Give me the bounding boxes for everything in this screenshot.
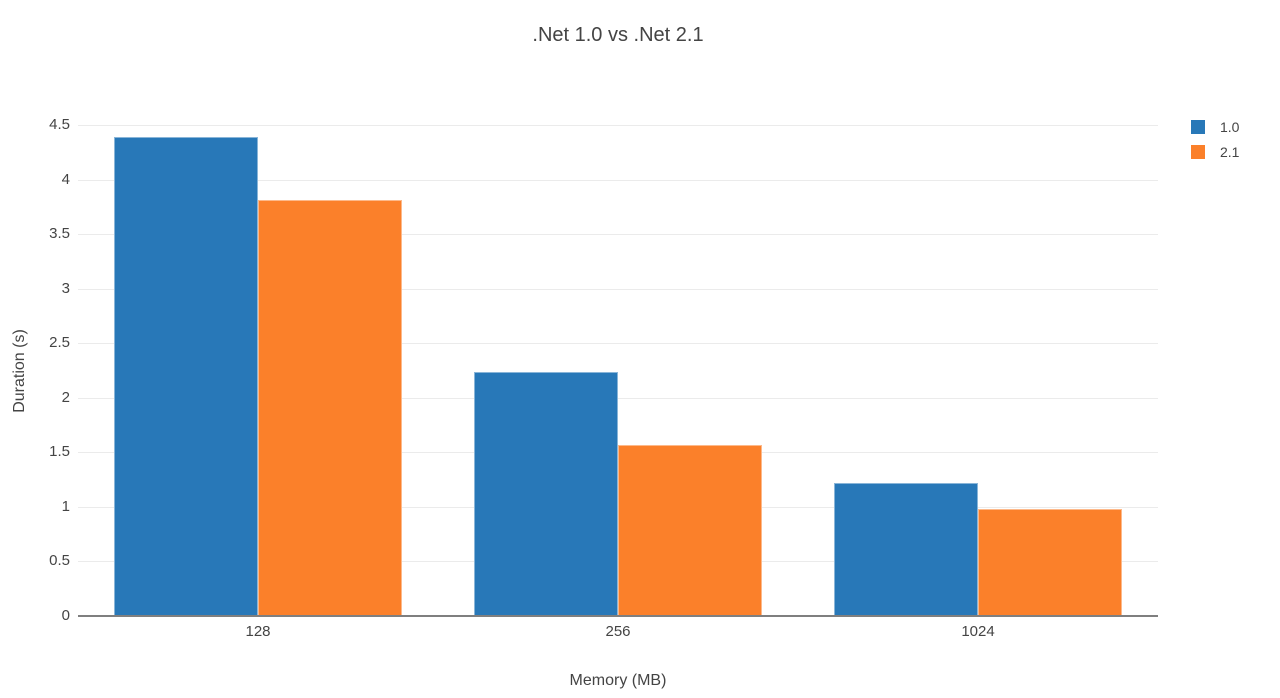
y-tick-label: 3 — [61, 279, 70, 297]
x-tick-label: 256 — [605, 623, 631, 640]
y-tick-label: 0 — [61, 607, 70, 624]
y-tick-label: 1.5 — [49, 443, 70, 461]
legend-label: 1.0 — [1220, 119, 1240, 135]
plot-area — [78, 125, 1158, 616]
bar-2-1-128 — [258, 200, 402, 616]
legend-swatch-icon — [1191, 120, 1205, 134]
legend-item-1-0[interactable]: 1.0 — [1191, 120, 1239, 134]
bar-2-1-1024 — [978, 509, 1122, 616]
legend: 1.0 2.1 — [1191, 120, 1239, 170]
bar-1-0-128 — [114, 137, 258, 616]
y-tick-label: 1 — [61, 497, 70, 515]
x-axis-line — [78, 615, 1158, 617]
y-gridline — [78, 343, 1158, 345]
y-gridline — [78, 179, 1158, 181]
x-tick-label: 128 — [245, 623, 271, 640]
legend-swatch-icon — [1191, 145, 1205, 159]
y-tick-label: 4.5 — [49, 116, 70, 133]
y-gridline — [78, 397, 1158, 399]
y-tick-label: 0.5 — [49, 552, 70, 570]
bar-1-0-256 — [474, 372, 618, 616]
y-tick-label: 4 — [61, 170, 70, 188]
bar-2-1-256 — [618, 445, 762, 616]
y-tick-label: 2 — [61, 388, 70, 406]
y-gridline — [78, 234, 1158, 236]
legend-item-2-1[interactable]: 2.1 — [1191, 145, 1239, 159]
chart-title: .Net 1.0 vs .Net 2.1 — [532, 24, 704, 46]
x-axis-title: Memory (MB) — [569, 672, 667, 689]
y-axis-title: Duration (s) — [11, 329, 28, 413]
y-tick-label: 3.5 — [49, 225, 70, 243]
bar-1-0-1024 — [834, 483, 978, 616]
y-gridline — [78, 288, 1158, 290]
x-tick-label: 1024 — [961, 623, 995, 640]
legend-label: 2.1 — [1220, 144, 1240, 160]
y-tick-label: 2.5 — [49, 334, 70, 352]
y-gridline — [78, 125, 1158, 126]
